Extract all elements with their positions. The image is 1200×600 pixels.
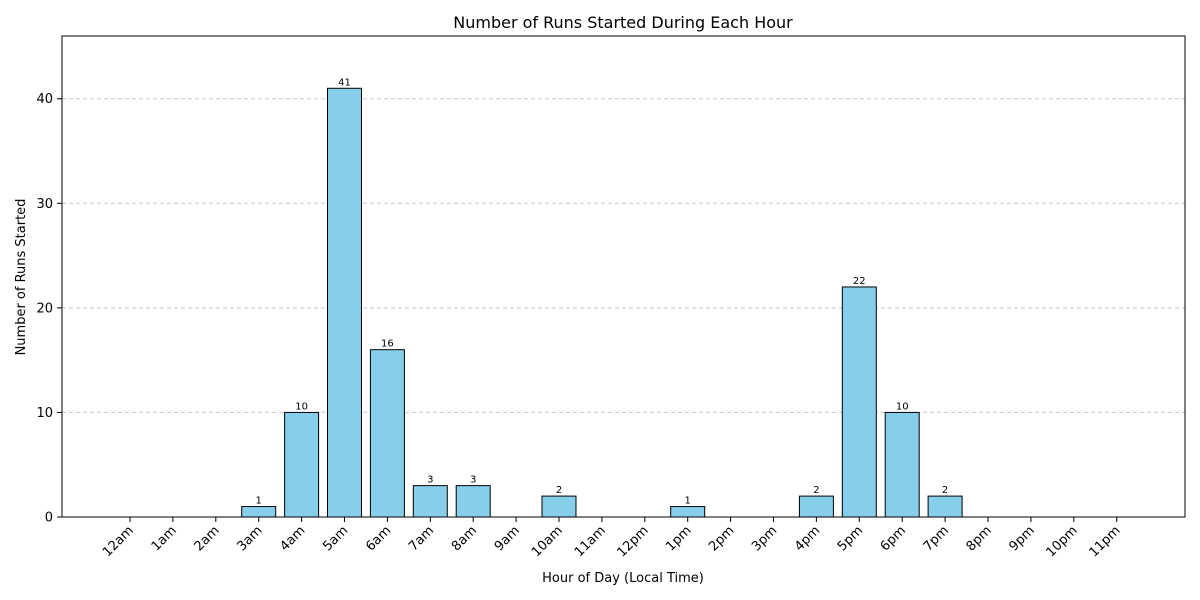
bar-6pm <box>884 411 920 518</box>
bar-7am <box>412 485 448 518</box>
x-axis-label: Hour of Day (Local Time) <box>542 571 704 586</box>
bar-5am <box>327 87 362 518</box>
x-tick-label-9pm: 9pm <box>1006 523 1037 554</box>
bars <box>241 87 963 518</box>
y-tick-label: 30 <box>36 197 53 212</box>
bar-value-label-4am: 10 <box>295 401 308 412</box>
y-axis-label: Number of Runs Started <box>14 199 29 356</box>
x-tick-label-8am: 8am <box>449 523 480 554</box>
bar-value-label-6am: 16 <box>381 339 394 350</box>
chart-title: Number of Runs Started During Each Hour <box>453 13 793 32</box>
bar-1pm <box>670 506 706 518</box>
y-tick-label: 0 <box>45 511 53 526</box>
plot-area-frame <box>61 35 1186 518</box>
x-tick-label-4pm: 4pm <box>792 523 823 554</box>
bar-8am <box>455 485 491 518</box>
bar-value-label-6pm: 10 <box>896 401 909 412</box>
x-tick-label-10pm: 10pm <box>1044 523 1081 560</box>
x-tick-label-3am: 3am <box>234 523 265 554</box>
x-tick-label-2pm: 2pm <box>706 523 737 554</box>
bar-value-label-8am: 3 <box>470 475 476 486</box>
x-tick-label-7pm: 7pm <box>921 523 952 554</box>
y-axis-ticks: 0 10 20 30 40 <box>36 92 62 526</box>
x-tick-label-8pm: 8pm <box>964 523 995 554</box>
bar-value-label-10am: 2 <box>556 485 562 496</box>
bar-4am <box>284 411 320 518</box>
x-tick-label-11pm: 11pm <box>1086 523 1123 560</box>
bar-value-label-3am: 1 <box>256 496 262 507</box>
bar-7pm <box>927 495 963 518</box>
x-tick-label-1am: 1am <box>149 523 180 554</box>
bar-value-label-5pm: 22 <box>853 276 866 287</box>
x-tick-label-2am: 2am <box>192 523 223 554</box>
x-tick-label-4am: 4am <box>277 523 308 554</box>
grid-lines <box>62 98 1185 413</box>
x-tick-label-6pm: 6pm <box>878 523 909 554</box>
y-tick-label: 20 <box>36 301 53 316</box>
bar-value-label-5am: 41 <box>338 77 351 88</box>
x-tick-label-12pm: 12pm <box>615 523 652 560</box>
y-tick-label: 10 <box>36 406 53 421</box>
x-tick-label-1pm: 1pm <box>663 523 694 554</box>
bar-5pm <box>841 286 877 518</box>
bar-value-label-7am: 3 <box>427 475 433 486</box>
x-tick-label-6am: 6am <box>363 523 394 554</box>
x-tick-label-9am: 9am <box>492 523 523 554</box>
bar-10am <box>541 495 577 518</box>
bar-4pm <box>798 495 834 518</box>
y-tick-label: 40 <box>36 92 53 107</box>
x-tick-label-7am: 7am <box>406 523 437 554</box>
bar-6am <box>369 349 405 518</box>
bar-value-label-4pm: 2 <box>813 485 819 496</box>
x-tick-label-11am: 11am <box>572 523 609 560</box>
x-tick-label-3pm: 3pm <box>749 523 780 554</box>
bar-value-label-1pm: 1 <box>685 496 691 507</box>
bar-value-label-7pm: 2 <box>942 485 948 496</box>
x-tick-label-10am: 10am <box>529 523 566 560</box>
x-axis-ticks: 12am 1am 2am 3am 4am 5am 6am 7am 8am 9am 10am 11am 1… <box>100 517 1124 560</box>
x-tick-label-12am: 12am <box>100 523 137 560</box>
x-tick-label-5pm: 5pm <box>835 523 866 554</box>
bar-3am <box>241 506 277 518</box>
x-tick-label-5am: 5am <box>320 523 351 554</box>
